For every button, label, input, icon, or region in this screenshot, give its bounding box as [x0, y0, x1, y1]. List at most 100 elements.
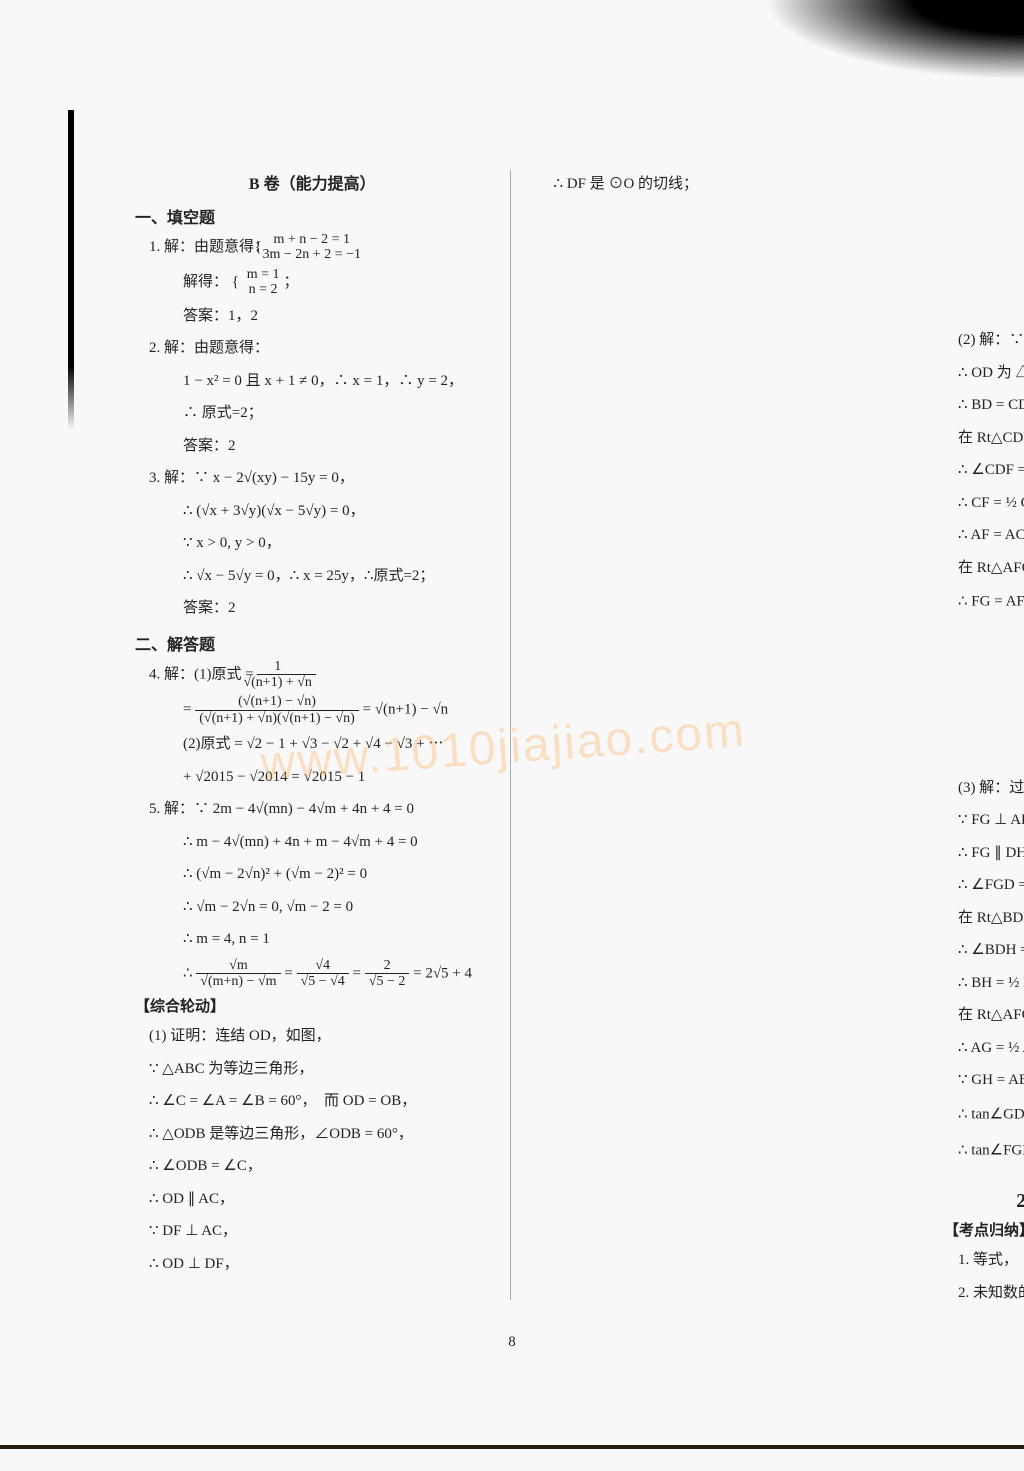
q1-sol-top: m = 1: [243, 267, 284, 282]
q4-text1: 4. 解：(1)原式 =: [149, 666, 254, 682]
q5-f3-den: √(m+n) − √m: [196, 974, 280, 989]
p3-text12a: ∴ tan∠FGD = tan∠GDH =: [958, 1142, 1024, 1158]
figure-2: A G O H B C D F: [944, 626, 1024, 766]
q3-line4: ∴ √x − 5√y = 0，∴ x = 25y，∴原式=2；: [183, 562, 490, 591]
q4-text2b: = √(n+1) − √n: [363, 702, 449, 718]
comp-l8: ∴ OD ⊥ DF，: [149, 1250, 490, 1279]
p3-text11a: ∴ tan∠GDH =: [958, 1106, 1024, 1122]
q1-line2: 解得： { m = 1 n = 2 ；: [183, 267, 490, 298]
p3-l10: ∵ GH = AB − AG − BH = 12 − 9/2 − 3 = 9/2…: [958, 1066, 1024, 1095]
q4-line2: = (√(n+1) − √n) (√(n+1) + √n)(√(n+1) − √…: [183, 694, 490, 726]
exam-l2: 2. 未知数的值，: [958, 1279, 1024, 1308]
p3-l2: ∵ FG ⊥ AB，DH ⊥ AB，: [958, 806, 1024, 835]
heading-fill-blank: 一、填空题: [135, 204, 490, 228]
p3-l1: (3) 解：过 D 作 DH ⊥ AB 于 H.: [958, 774, 1024, 803]
q1-text1: 1. 解：由题意得：: [149, 239, 269, 255]
q5-f3-num: √m: [196, 958, 280, 974]
q1-text2: 解得：: [183, 274, 228, 290]
q5-f4-num: √4: [297, 958, 349, 974]
q5-eq2: =: [353, 965, 361, 981]
q2-line2: 1 − x² = 0 且 x + 1 ≠ 0，∴ x = 1，∴ y = 2，: [183, 367, 490, 396]
p2-l8: 在 Rt△AFG 中，∵ ∠A = 60°，: [958, 554, 1024, 583]
q5-text6a: ∴: [183, 965, 193, 981]
q1-line1: 1. 解：由题意得： { m + n − 2 = 1 3m − 2n + 2 =…: [167, 232, 490, 263]
q1-answer: 答案：1，2: [183, 302, 490, 331]
q5-frac4: √4 √5 − √4: [297, 958, 349, 990]
q4-eq1: =: [183, 702, 191, 718]
p2-l2: ∴ OD 为 △ABC 的中位线，: [958, 359, 1024, 388]
exam-points-title: 【考点归纳】: [944, 1219, 1024, 1240]
p2-l7: ∴ AF = AC − CF = 12 − 3 = 9，: [958, 521, 1024, 550]
column-divider: [510, 170, 511, 1300]
q4-line4: + √2015 − √2014 = √2015 − 1: [183, 763, 490, 792]
two-column-layout: B 卷（能力提高） 一、填空题 1. 解：由题意得： { m + n − 2 =…: [135, 170, 894, 1310]
q4-line3: (2)原式 = √2 − 1 + √3 − √2 + √4 − √3 + ⋯: [183, 730, 490, 759]
q5-line4: ∴ √m − 2√n = 0, √m − 2 = 0: [183, 893, 490, 922]
p3-l12: ∴ tan∠FGD = tan∠GDH = √3 2 。: [958, 1135, 1024, 1167]
p3-l8: 在 Rt△AFG 中，∵ ∠AFG = 30°，: [958, 1001, 1024, 1030]
exam-l1: 1. 等式，: [958, 1246, 1024, 1275]
q4-f2-den: (√(n+1) + √n)(√(n+1) − √n): [195, 711, 359, 726]
q1-sys-bot: 3m − 2n + 2 = −1: [277, 247, 365, 262]
p2-l3: ∴ BD = CD = 6.: [958, 391, 1024, 420]
p2-l6: ∴ CF = ½ CD = 3，: [958, 489, 1024, 518]
q3-line3: ∵ x > 0, y > 0，: [183, 529, 490, 558]
q3-line2: ∴ (√x + 3√y)(√x − 5√y) = 0，: [183, 497, 490, 526]
q5-eq1: =: [284, 965, 292, 981]
q1-system: m + n − 2 = 1 3m − 2n + 2 = −1: [277, 232, 365, 263]
q4-frac2: (√(n+1) − √n) (√(n+1) + √n)(√(n+1) − √n): [195, 694, 359, 726]
q1-sol-bot: n = 2: [243, 282, 284, 297]
p2-l9: ∴ FG = AF × sinA = 9 × √3 2 = 9√3 2 ；: [958, 586, 1024, 618]
ink-bottom-line: [0, 1445, 1024, 1449]
p3-l7: ∴ BH = ½ BD = 3，DH = √3 BH = 3√3。: [958, 969, 1024, 998]
q3-answer: 答案：2: [183, 594, 490, 623]
p3-l4: ∴ ∠FGD = ∠GDH.: [958, 871, 1024, 900]
q4-frac1: 1 √(n+1) + √n: [257, 659, 315, 691]
q5-f5-num: 2: [365, 958, 410, 974]
comp-l2: ∵ △ABC 为等边三角形，: [149, 1055, 490, 1084]
p3-l11: ∴ tan∠GDH = GH DH = 9/2 3√3 = √3 2 ，: [958, 1099, 1024, 1131]
q5-frac3: √m √(m+n) − √m: [196, 958, 280, 990]
comp-l6: ∴ OD ∥ AC，: [149, 1185, 490, 1214]
q5-text6b: = 2√5 + 4: [413, 965, 472, 981]
page-container: www.1010jiajiao.com B 卷（能力提高） 一、填空题 1. 解…: [0, 0, 1024, 1471]
comp-l3: ∴ ∠C = ∠A = ∠B = 60°， 而 OD = OB，: [149, 1087, 490, 1116]
q5-line3: ∴ (√m − 2√n)² + (√m − 2)² = 0: [183, 860, 490, 889]
p3-l5: 在 Rt△BDH 中，∠B = 60°，: [958, 904, 1024, 933]
q2-line1: 2. 解：由题意得：: [167, 334, 490, 363]
comp-l4: ∴ △ODB 是等边三角形，∠ODB = 60°，: [149, 1120, 490, 1149]
p2-l5: ∴ ∠CDF = 30°，: [958, 456, 1024, 485]
section-b-title: B 卷（能力提高）: [135, 170, 490, 194]
q5-f5-den: √5 − 2: [365, 974, 410, 989]
comp-l1: (1) 证明：连结 OD，如图，: [149, 1022, 490, 1051]
q5-line1: 5. 解：∵ 2m − 4√(mn) − 4√m + 4n + 4 = 0: [167, 795, 490, 824]
topic-2-1: 2.1 一元一次方程及应用: [944, 1184, 1024, 1213]
q1-sys-top: m + n − 2 = 1: [277, 232, 365, 247]
figure-1: A G O B C D F: [944, 178, 1024, 318]
page-number: 8: [0, 1334, 1024, 1351]
p2-l1: (2) 解：∵ OD ∥ AC，点 O 为 AB 的中点，: [958, 326, 1024, 355]
q3-line1: 3. 解：∵ x − 2√(xy) − 15y = 0，: [167, 464, 490, 493]
comp-l9: ∴ DF 是 ⊙O 的切线；: [554, 170, 895, 199]
p3-l6: ∴ ∠BDH = 30°，: [958, 936, 1024, 965]
p3-l9: ∴ AG = ½ AF = 9/2，: [958, 1034, 1024, 1063]
p2-l4: 在 Rt△CDF 中，∠C = 60°，: [958, 424, 1024, 453]
comp-l5: ∴ ∠ODB = ∠C，: [149, 1152, 490, 1181]
q5-frac5: 2 √5 − 2: [365, 958, 410, 990]
comp-l7: ∵ DF ⊥ AC，: [149, 1217, 490, 1246]
q4-f2-num: (√(n+1) − √n): [195, 694, 359, 710]
p3-l3: ∴ FG ∥ DH，: [958, 839, 1024, 868]
q1-solution: m = 1 n = 2: [243, 267, 284, 298]
q4-f1-num: 1: [257, 659, 315, 675]
p2-text9a: ∴ FG = AF × sinA = 9 ×: [958, 593, 1024, 609]
q5-line5: ∴ m = 4, n = 1: [183, 925, 490, 954]
q2-answer: 答案：2: [183, 432, 490, 461]
q4-f1-den: √(n+1) + √n: [257, 675, 315, 690]
heading-solve: 二、解答题: [135, 631, 490, 655]
q4-line1: 4. 解：(1)原式 = 1 √(n+1) + √n: [167, 659, 490, 691]
q2-line3: ∴ 原式=2；: [183, 399, 490, 428]
q5-line6: ∴ √m √(m+n) − √m = √4 √5 − √4 = 2 √5 − 2…: [183, 958, 490, 990]
composite-title: 【综合轮动】: [135, 995, 490, 1016]
q5-f4-den: √5 − √4: [297, 974, 349, 989]
q5-line2: ∴ m − 4√(mn) + 4n + m − 4√m + 4 = 0: [183, 828, 490, 857]
